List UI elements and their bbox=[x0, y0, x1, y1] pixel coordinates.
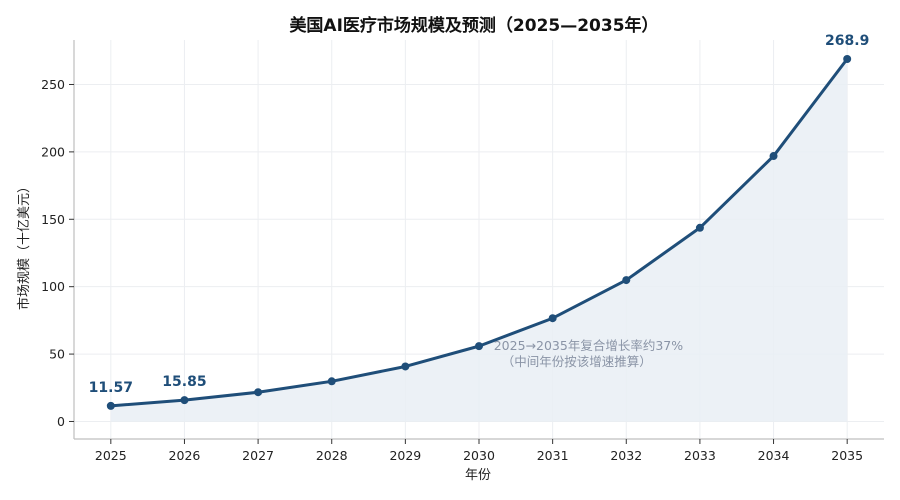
data-point bbox=[548, 314, 557, 323]
data-point bbox=[843, 55, 852, 64]
y-tick-label: 100 bbox=[41, 279, 65, 294]
data-point bbox=[180, 396, 189, 405]
x-tick-label: 2032 bbox=[610, 448, 642, 463]
data-point bbox=[622, 276, 631, 285]
data-point bbox=[327, 377, 336, 386]
x-tick-label: 2030 bbox=[463, 448, 495, 463]
data-point bbox=[401, 362, 410, 371]
y-tick-label: 200 bbox=[41, 144, 65, 159]
y-axis-label: 市场规模（十亿美元） bbox=[16, 180, 32, 310]
data-point bbox=[254, 388, 263, 397]
x-tick-label: 2028 bbox=[316, 448, 348, 463]
x-tick-label: 2025 bbox=[95, 448, 127, 463]
chart-title: 美国AI医疗市场规模及预测（2025—2035年） bbox=[289, 15, 658, 36]
data-point bbox=[695, 223, 704, 232]
x-tick-label: 2033 bbox=[684, 448, 716, 463]
y-ticks: 0 50 100 150 200 250 bbox=[41, 77, 74, 429]
x-tick-label: 2035 bbox=[831, 448, 863, 463]
annotation: 2025→2035年复合增长率约37% （中间年份按该增速推算） bbox=[494, 338, 684, 369]
labels-layer: 11.57 15.85 268.9 bbox=[89, 33, 870, 396]
y-tick-label: 150 bbox=[41, 212, 65, 227]
data-label: 11.57 bbox=[89, 380, 133, 396]
data-label: 15.85 bbox=[162, 374, 206, 390]
y-tick-label: 50 bbox=[49, 347, 65, 362]
x-tick-label: 2026 bbox=[169, 448, 201, 463]
series-area bbox=[110, 59, 848, 422]
data-label: 268.9 bbox=[825, 33, 869, 49]
area-layer bbox=[110, 59, 848, 422]
y-tick-label: 250 bbox=[41, 77, 65, 92]
data-point bbox=[475, 342, 483, 351]
points-layer bbox=[106, 55, 852, 410]
annotation-line-2: （中间年份按该增速推算） bbox=[502, 354, 652, 369]
data-point bbox=[769, 152, 778, 161]
x-tick-label: 2031 bbox=[537, 448, 569, 463]
x-tick-label: 2029 bbox=[389, 448, 421, 463]
x-axis-label: 年份 bbox=[465, 468, 491, 483]
annotation-line-1: 2025→2035年复合增长率约37% bbox=[494, 338, 684, 353]
data-point bbox=[106, 401, 115, 410]
x-ticks: 2025 2026 2027 2028 2029 2030 2031 2032 2033 2034… bbox=[95, 439, 863, 463]
x-tick-label: 2034 bbox=[758, 448, 790, 463]
y-tick-label: 0 bbox=[57, 414, 65, 429]
x-tick-label: 2027 bbox=[242, 448, 274, 463]
